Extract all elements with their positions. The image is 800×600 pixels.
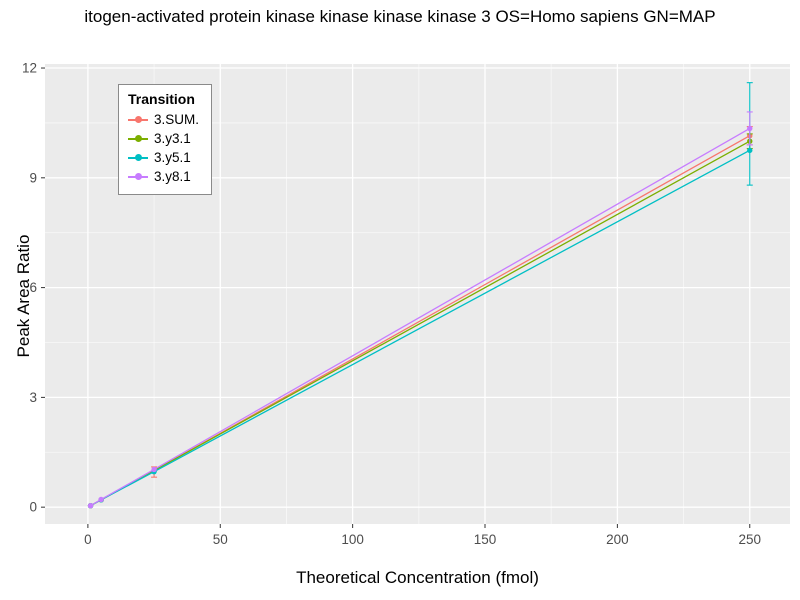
y-tick-label: 6	[29, 280, 37, 295]
x-tick-label: 150	[474, 532, 497, 547]
legend-item-label: 3.y3.1	[154, 131, 191, 146]
x-tick-label: 0	[84, 532, 92, 547]
data-point-3.y8.1	[151, 466, 157, 473]
legend-item-3.y3.1: 3.y3.1	[128, 129, 199, 148]
data-point-3.y5.1	[747, 147, 753, 154]
y-tick-label: 0	[29, 500, 37, 515]
y-tick-label: 12	[22, 61, 37, 76]
y-tick-label: 3	[29, 390, 37, 405]
legend-item-3.SUM.: 3.SUM.	[128, 110, 199, 129]
x-tick-label: 50	[213, 532, 228, 547]
chart-title: itogen-activated protein kinase kinase k…	[84, 7, 716, 26]
y-tick-label: 9	[29, 170, 37, 185]
data-point-3.y8.1	[87, 503, 94, 509]
legend-key-icon	[128, 151, 148, 165]
legend-box: Transition 3.SUM. 3.y3.1 3.y5.1 3.y8.1	[118, 84, 213, 195]
legend-items: 3.SUM. 3.y3.1 3.y5.1 3.y8.1	[128, 110, 199, 186]
data-point-3.y8.1	[747, 125, 753, 132]
legend-item-label: 3.y8.1	[154, 169, 191, 184]
legend-title: Transition	[128, 91, 195, 107]
x-axis-title: Theoretical Concentration (fmol)	[296, 568, 539, 587]
legend-item-label: 3.SUM.	[154, 112, 200, 127]
x-tick-label: 250	[738, 532, 761, 547]
x-tick-label: 100	[341, 532, 364, 547]
series-line-3.y8.1	[90, 127, 751, 507]
legend-key-icon	[128, 170, 148, 184]
legend-item-3.y8.1: 3.y8.1	[128, 167, 199, 186]
legend-item-3.y5.1: 3.y5.1	[128, 148, 199, 167]
data-point-3.y8.1	[98, 496, 104, 503]
x-tick-label: 200	[606, 532, 629, 547]
legend-key-icon	[128, 132, 148, 146]
legend-key-icon	[128, 113, 148, 127]
legend-item-label: 3.y5.1	[154, 150, 191, 165]
